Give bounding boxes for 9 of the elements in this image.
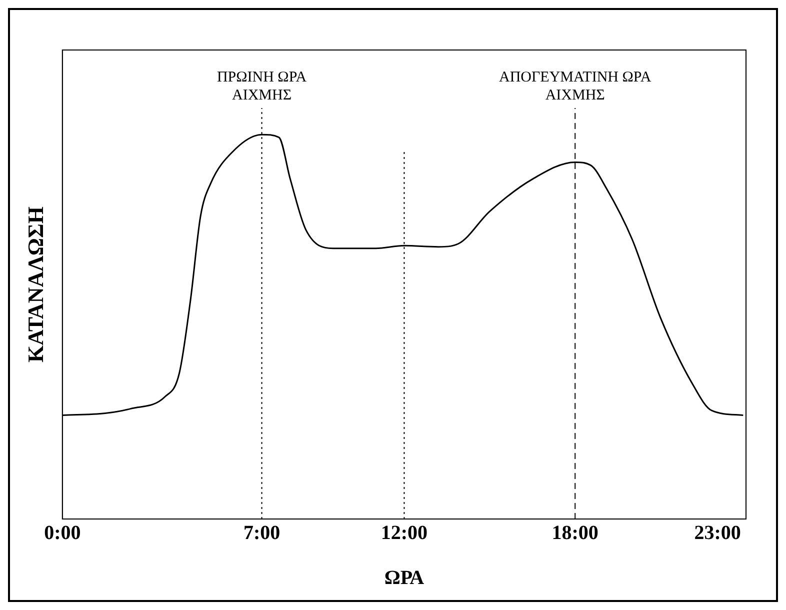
ref-line-label: ΑΠΟΓΕΥΜΑΤΙΝΗ ΩΡΑ ΑΙΧΜΗΣ xyxy=(498,69,652,104)
y-axis-title: ΚΑΤΑΝΑΛΩΣΗ xyxy=(22,206,48,362)
x-tick-label: 7:00 xyxy=(243,522,280,544)
x-axis-title: ΩΡΑ xyxy=(384,567,425,590)
x-tick-label: 12:00 xyxy=(380,522,428,544)
x-tick-label: 0:00 xyxy=(44,522,81,544)
ref-line-label: ΠΡΩΙΝΗ ΩΡΑ ΑΙΧΜΗΣ xyxy=(216,69,307,104)
x-tick-label: 18:00 xyxy=(552,522,598,544)
x-tick-label: 23:00 xyxy=(694,522,741,544)
